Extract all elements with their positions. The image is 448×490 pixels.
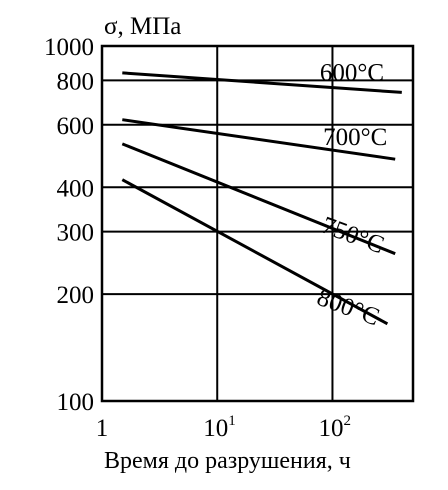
series-line-600c <box>122 71 402 94</box>
y-tick-label: 1000 <box>44 34 94 61</box>
series-label: 600°C <box>320 59 384 86</box>
y-tick-label: 400 <box>57 175 95 202</box>
x-tick-labels: 1 101 102 <box>96 413 351 442</box>
y-tick-label: 200 <box>57 282 95 309</box>
x-tick-base: 10 <box>318 415 343 442</box>
y-tick-label: 800 <box>57 68 95 95</box>
x-tick-exponent: 2 <box>343 413 351 429</box>
series-line-800c <box>121 178 389 326</box>
y-tick-label: 300 <box>57 220 95 247</box>
series-line-700c <box>122 118 396 161</box>
x-tick-base: 10 <box>203 415 228 442</box>
series-labels: 600°C 700°C 750°C 800°C <box>313 59 387 331</box>
series-label: 700°C <box>323 124 387 151</box>
x-tick-label: 101 <box>203 413 236 442</box>
y-axis-label: σ, МПа <box>104 13 181 40</box>
x-tick-label: 102 <box>318 413 351 442</box>
x-tick-label: 1 <box>96 415 109 442</box>
x-axis-label: Время до разрушения, ч <box>104 448 351 474</box>
plot-frame <box>100 44 415 403</box>
series-label: 750°C <box>318 212 388 259</box>
x-tick-exponent: 1 <box>228 413 236 429</box>
y-tick-label: 100 <box>57 389 95 416</box>
series-line-750c <box>121 142 396 256</box>
y-tick-labels: 1000 800 600 400 300 200 100 <box>44 34 94 416</box>
grid-lines <box>102 46 413 401</box>
series-label: 800°C <box>313 284 383 331</box>
series-lines <box>121 71 402 326</box>
y-tick-label: 600 <box>57 113 95 140</box>
x-tick-base: 1 <box>96 415 109 442</box>
